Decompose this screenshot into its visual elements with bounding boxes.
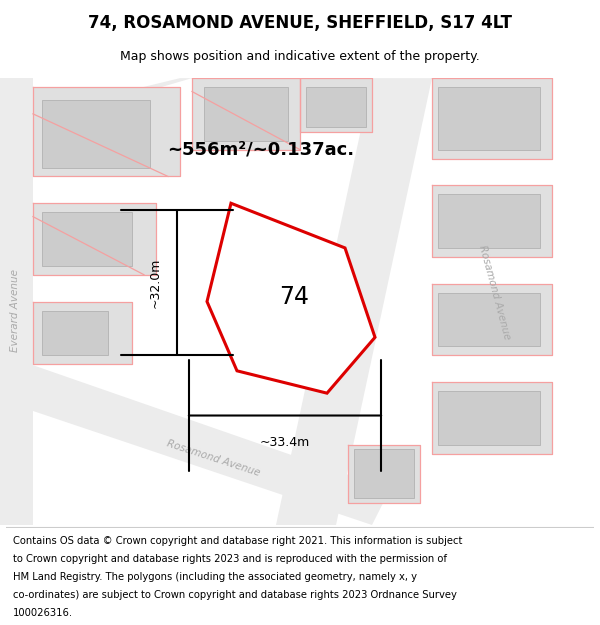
Text: 74: 74	[279, 285, 309, 309]
Text: ~33.4m: ~33.4m	[260, 436, 310, 449]
Polygon shape	[306, 87, 366, 128]
Text: 74, ROSAMOND AVENUE, SHEFFIELD, S17 4LT: 74, ROSAMOND AVENUE, SHEFFIELD, S17 4LT	[88, 14, 512, 32]
Polygon shape	[42, 212, 132, 266]
Polygon shape	[42, 311, 108, 355]
Polygon shape	[192, 78, 300, 149]
Text: HM Land Registry. The polygons (including the associated geometry, namely x, y: HM Land Registry. The polygons (includin…	[13, 572, 417, 582]
Polygon shape	[432, 186, 552, 257]
Polygon shape	[33, 301, 132, 364]
Polygon shape	[354, 449, 414, 498]
Polygon shape	[438, 292, 540, 346]
Text: 100026316.: 100026316.	[13, 608, 73, 618]
Polygon shape	[276, 78, 432, 525]
Text: Map shows position and indicative extent of the property.: Map shows position and indicative extent…	[120, 50, 480, 62]
Polygon shape	[438, 391, 540, 444]
Polygon shape	[207, 203, 375, 393]
Polygon shape	[432, 78, 552, 159]
Text: Everard Avenue: Everard Avenue	[10, 269, 20, 352]
Polygon shape	[438, 194, 540, 248]
Polygon shape	[432, 382, 552, 454]
Polygon shape	[42, 101, 150, 168]
Polygon shape	[348, 444, 420, 503]
Text: Rosamond Avenue: Rosamond Avenue	[478, 244, 512, 341]
Polygon shape	[438, 87, 540, 149]
Polygon shape	[0, 364, 390, 525]
Text: Rosamond Avenue: Rosamond Avenue	[165, 438, 261, 478]
Polygon shape	[33, 78, 192, 122]
Text: Contains OS data © Crown copyright and database right 2021. This information is : Contains OS data © Crown copyright and d…	[13, 536, 463, 546]
Polygon shape	[204, 87, 288, 141]
Polygon shape	[0, 78, 33, 525]
Polygon shape	[33, 87, 180, 176]
Text: co-ordinates) are subject to Crown copyright and database rights 2023 Ordnance S: co-ordinates) are subject to Crown copyr…	[13, 589, 457, 599]
Text: ~556m²/~0.137ac.: ~556m²/~0.137ac.	[167, 141, 355, 159]
Text: ~32.0m: ~32.0m	[149, 258, 162, 308]
Text: to Crown copyright and database rights 2023 and is reproduced with the permissio: to Crown copyright and database rights 2…	[13, 554, 447, 564]
Polygon shape	[300, 78, 372, 132]
Polygon shape	[432, 284, 552, 355]
Polygon shape	[33, 203, 156, 275]
